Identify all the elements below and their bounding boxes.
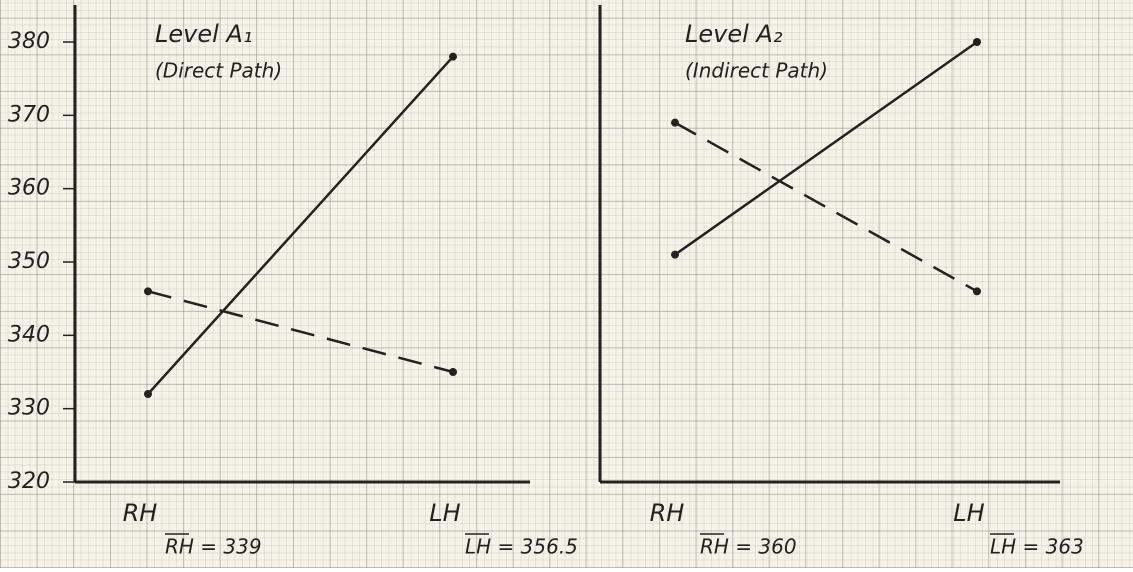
y-tick-label: 360	[8, 176, 50, 201]
solid-line	[147, 55, 454, 395]
point	[144, 287, 152, 296]
y-tick-label: 330	[8, 396, 50, 421]
point	[449, 52, 457, 61]
point	[449, 368, 457, 376]
panel-subtitle: (Direct Path)	[155, 59, 282, 83]
y-tick-label: 350	[8, 249, 50, 274]
solid-line	[674, 40, 978, 256]
point	[671, 250, 679, 259]
mean-label: LH = 363	[990, 535, 1084, 559]
mean-label: RH = 360	[700, 535, 797, 559]
x-tick-label: LH	[429, 499, 460, 527]
mean-label: RH = 339	[165, 535, 262, 559]
y-tick-label: 320	[8, 469, 50, 494]
point	[973, 38, 981, 46]
x-tick-label: LH	[953, 499, 984, 527]
y-tick-label: 370	[8, 102, 50, 127]
point	[144, 390, 152, 398]
point	[671, 118, 679, 127]
panel-subtitle: (Indirect Path)	[685, 59, 828, 83]
y-tick-label: 380	[8, 29, 50, 54]
point	[973, 287, 981, 296]
panel-title: Level A₂	[685, 20, 783, 48]
dashed-line	[147, 290, 454, 374]
panel-title: Level A₁	[155, 20, 252, 48]
x-tick-label: RH	[650, 499, 685, 527]
x-tick-label: RH	[123, 499, 158, 527]
dashed-line	[674, 121, 978, 293]
mean-label: LH = 356.5	[465, 535, 578, 559]
y-tick-label: 340	[8, 322, 50, 347]
